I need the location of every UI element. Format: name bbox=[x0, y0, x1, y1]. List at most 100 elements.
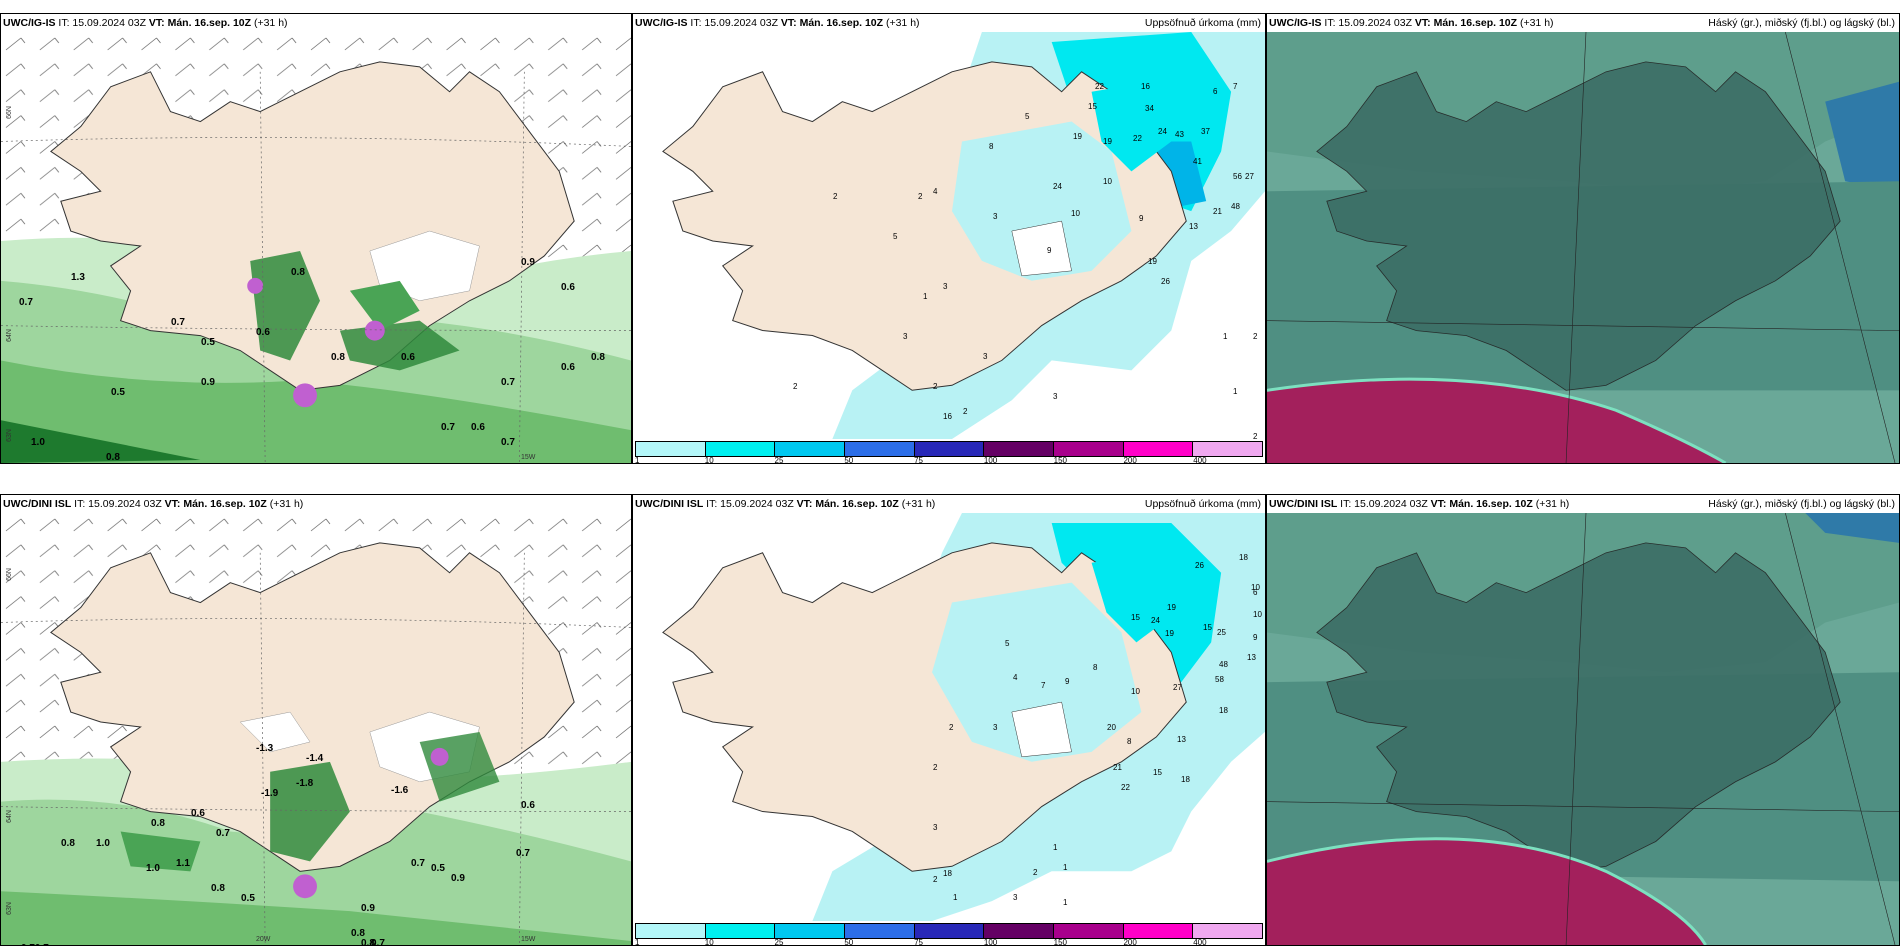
wind-value-label: 0.8 bbox=[351, 928, 365, 939]
wind-value-label: 0.9 bbox=[521, 257, 535, 268]
precip-value-label: 18 bbox=[943, 869, 952, 878]
colorbar-tick: 50 bbox=[844, 456, 854, 464]
precip-value-label: 21 bbox=[1113, 763, 1122, 772]
precip-value-label: 56 bbox=[1233, 172, 1242, 181]
wind-value-label: 0.6 bbox=[256, 327, 270, 338]
colorbar-swatches bbox=[635, 441, 1263, 457]
lat-label-63: 63N bbox=[5, 902, 13, 915]
panel-header: UWC/DINI ISL IT: 15.09.2024 03Z VT: Mán.… bbox=[1267, 495, 1899, 513]
colorbar-tick: 10 bbox=[704, 938, 714, 946]
cloud-map bbox=[1267, 32, 1899, 463]
precip-value-label: 19 bbox=[1148, 257, 1157, 266]
cloud-map-svg bbox=[1267, 513, 1899, 945]
precip-colorbar: 1 10 25 50 75 100 150 200 400 bbox=[633, 439, 1265, 463]
wind-value-label: 0.7 bbox=[441, 422, 455, 433]
precip-value-label: 8 bbox=[1127, 737, 1132, 746]
precip-value-label: 3 bbox=[1053, 392, 1058, 401]
lat-label-66: 66N bbox=[5, 568, 13, 581]
wind-value-label: 1.0 bbox=[31, 437, 45, 448]
wind-value-label: 0.6 bbox=[521, 800, 535, 811]
lon-label-20w: 20W bbox=[256, 936, 271, 943]
panel-header: UWC/IG-IS IT: 15.09.2024 03Z VT: Mán. 16… bbox=[633, 14, 1265, 32]
wind-value-label: -1.3 bbox=[256, 743, 274, 754]
precip-value-label: 48 bbox=[1231, 202, 1240, 211]
colorbar-swatch bbox=[1193, 442, 1263, 456]
wind-value-label: 1.1 bbox=[176, 858, 190, 869]
colorbar-tick: 400 bbox=[1193, 938, 1207, 946]
valid-time: Mán. 16.sep. 10Z bbox=[1433, 17, 1518, 29]
lat-label-66: 66N bbox=[5, 106, 13, 119]
precip-value-label: 4 bbox=[933, 187, 938, 196]
precip-value-label: 15 bbox=[1131, 613, 1140, 622]
colorbar-tick: 1 bbox=[635, 938, 640, 946]
precip-value-label: 9 bbox=[1065, 677, 1070, 686]
model-name: UWC/IG-IS bbox=[1269, 17, 1322, 29]
colorbar-swatch bbox=[1123, 442, 1194, 456]
precip-value-label: 7 bbox=[1233, 82, 1238, 91]
wind-value-label: 0.7 bbox=[371, 938, 385, 946]
precip-value-label: 8 bbox=[989, 142, 994, 151]
precip-value-label: 2 bbox=[1033, 868, 1038, 877]
panel-header: UWC/DINI ISL IT: 15.09.2024 03Z VT: Mán.… bbox=[1, 495, 631, 513]
precip-value-label: 2 bbox=[793, 382, 798, 391]
precip-panel-top: UWC/IG-IS IT: 15.09.2024 03Z VT: Mán. 16… bbox=[632, 13, 1266, 464]
precip-title: Uppsöfnuð úrkoma (mm) bbox=[1144, 17, 1261, 29]
wind-value-label: 1.3 bbox=[71, 272, 85, 283]
precip-value-label: 3 bbox=[903, 332, 908, 341]
precip-value-label: 10 bbox=[1251, 583, 1260, 592]
model-name: UWC/DINI ISL bbox=[1269, 498, 1338, 510]
wind-value-label: 0.5 bbox=[431, 863, 445, 874]
colorbar-swatch bbox=[914, 924, 985, 938]
wind-value-label: 0.5 bbox=[201, 337, 215, 348]
precip-value-label: 34 bbox=[1145, 104, 1154, 113]
precip-map-svg bbox=[633, 513, 1265, 921]
precip-value-label: 2 bbox=[1253, 332, 1258, 341]
wind-value-label: -1.6 bbox=[391, 785, 409, 796]
precip-value-label: 7 bbox=[1041, 681, 1046, 690]
valid-time: Mán. 16.sep. 10Z bbox=[799, 17, 884, 29]
wind-value-label: 0.8 bbox=[361, 938, 375, 946]
precip-value-label: 3 bbox=[993, 723, 998, 732]
colorbar-swatch bbox=[705, 442, 776, 456]
precip-value-label: 16 bbox=[943, 412, 952, 421]
colorbar-tick: 100 bbox=[983, 456, 998, 464]
lon-label-15w: 15W bbox=[521, 936, 536, 943]
lon-label-15w: 15W bbox=[521, 454, 536, 461]
lead-time: (+31 h) bbox=[1519, 17, 1554, 29]
precip-value-label: 25 bbox=[1217, 628, 1226, 637]
precip-value-label: 19 bbox=[1073, 132, 1082, 141]
precip-title: Uppsöfnuð úrkoma (mm) bbox=[1144, 498, 1261, 510]
lead-time: (+31 h) bbox=[885, 17, 920, 29]
precip-value-label: 24 bbox=[1158, 127, 1167, 136]
wind-value-label: -1.9 bbox=[261, 788, 279, 799]
wind-value-label: 1.0 bbox=[96, 838, 110, 849]
wind-value-label: 1.0 bbox=[146, 863, 160, 874]
precip-value-label: 5 bbox=[1005, 639, 1010, 648]
wind-value-label: 0.9 bbox=[361, 903, 375, 914]
wind-value-label: -1.4 bbox=[306, 753, 324, 764]
wind-value-label: 0.5 bbox=[241, 893, 255, 904]
wind-value-label: 0.7 bbox=[501, 377, 515, 388]
colorbar-ticks: 1 10 25 50 75 100 150 200 400 bbox=[635, 938, 1263, 946]
precip-value-label: 2 bbox=[949, 723, 954, 732]
precip-value-label: 41 bbox=[1193, 157, 1202, 166]
wind-value-label: 0.7 bbox=[516, 848, 530, 859]
wind-value-label: 0.8 bbox=[291, 267, 305, 278]
valid-label: VT: bbox=[796, 498, 813, 510]
colorbar-tick: 25 bbox=[774, 456, 784, 464]
colorbar-tick: 1 bbox=[635, 456, 640, 464]
wind-panel-bottom: UWC/DINI ISL IT: 15.09.2024 03Z VT: Mán.… bbox=[0, 494, 632, 946]
wind-map-svg bbox=[1, 32, 631, 463]
wind-value-label: 0.8 bbox=[211, 883, 225, 894]
precip-value-label: 15 bbox=[1203, 623, 1212, 632]
precip-value-label: 1 bbox=[953, 893, 958, 902]
cloud-panel-top: UWC/IG-IS IT: 15.09.2024 03Z VT: Mán. 16… bbox=[1266, 13, 1900, 464]
panel-header: UWC/IG-IS IT: 15.09.2024 03Z VT: Mán. 16… bbox=[1, 14, 631, 32]
panel-header: UWC/IG-IS IT: 15.09.2024 03Z VT: Mán. 16… bbox=[1267, 14, 1899, 32]
precip-value-label: 18 bbox=[1239, 553, 1248, 562]
precip-value-label: 3 bbox=[933, 823, 938, 832]
model-name: UWC/DINI ISL bbox=[635, 498, 704, 510]
wind-value-label: 0.9 bbox=[451, 873, 465, 884]
wind-value-label: 0.9 bbox=[201, 377, 215, 388]
precip-value-label: 18 bbox=[1219, 706, 1228, 715]
